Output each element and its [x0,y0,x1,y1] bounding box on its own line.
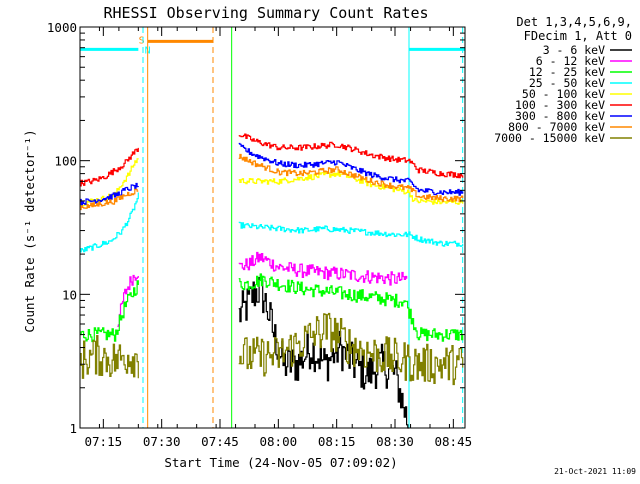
series-line-6-1 [238,142,464,196]
x-tick-label-1: 07:30 [143,434,181,449]
series-2 [80,273,464,343]
legend-label-8: 7000 - 15000 keV [494,131,605,145]
series-line-1-1 [238,251,408,286]
series-line-5-0 [80,147,139,187]
x-tick-label-4: 08:15 [318,434,356,449]
plot-frame [79,26,466,429]
legend-label-7: 800 - 7000 keV [508,120,605,134]
series-line-0-0 [238,274,409,429]
series-8 [80,312,464,386]
x-tick-label-6: 08:45 [435,434,473,449]
x-axis-label: Start Time (24-Nov-05 07:09:02) [164,455,397,470]
legend-label-1: 6 - 12 keV [536,54,605,68]
footer-timestamp: 21-Oct-2021 11:09 [554,467,636,476]
series-line-7-1 [238,153,464,202]
y-tick-label-2: 100 [54,154,77,169]
x-tick-label-5: 08:30 [376,434,414,449]
legend-label-2: 12 - 25 keV [529,65,605,79]
series-layer [80,133,464,429]
y-tick-label-1: 10 [62,287,77,302]
legend-label-6: 300 - 800 keV [515,109,605,123]
series-line-2-0 [80,280,139,343]
legend-header-line-2: FDecim 1, Att 0 [524,29,632,43]
axes-layer: 07:15 07:30 07:45 08:00 08:15 08:30 08:45 1 10 10… [47,20,472,449]
series-line-8-1 [238,312,464,386]
legend-header-line-1: Det 1,3,4,5,6,9, [516,15,632,29]
series-line-8-0 [80,335,139,379]
legend-label-0: 3 - 6 keV [543,43,605,57]
x-tick-label-2: 07:45 [201,434,239,449]
x-tick-label-3: 08:00 [260,434,298,449]
y-tick-label-3: 1000 [47,20,77,35]
series-line-2-1 [238,273,464,342]
chart-title: RHESSI Observing Summary Count Rates [103,4,428,22]
series-5 [80,133,464,187]
legend-label-4: 50 - 100 keV [522,87,605,101]
series-line-7-0 [80,188,139,211]
y-tick-label-0: 1 [69,421,77,436]
series-line-5-1 [238,133,464,179]
series-7 [80,153,464,211]
flag-label-saa: S [139,35,145,46]
x-tick-label-0: 07:15 [85,434,123,449]
legend-label-3: 25 - 50 keV [529,76,605,90]
legend-label-5: 100 - 300 keV [515,98,605,112]
series-line-3-0 [80,192,139,253]
series-line-3-1 [238,221,464,247]
series-0 [238,274,409,429]
series-1 [117,251,408,327]
y-axis-label: Count Rate (s⁻¹ detector⁻¹) [22,129,37,332]
series-3 [80,192,464,253]
series-line-1-0 [117,274,139,327]
